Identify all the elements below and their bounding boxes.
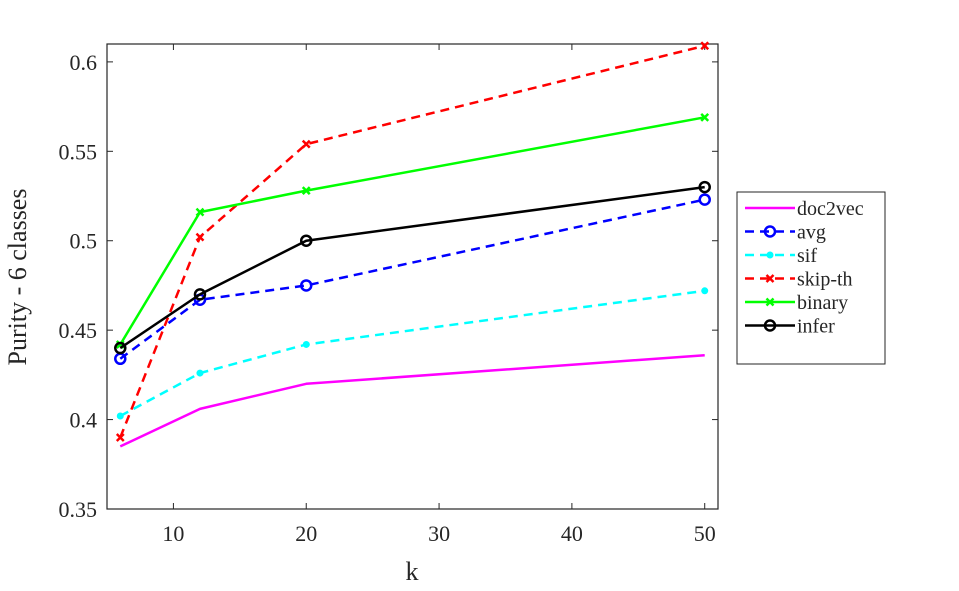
series-line-avg [119,198,705,360]
point-skip-th-0-stroke-b [115,433,125,442]
legend-label-skip-th: skip-th [797,269,853,291]
point-avg-3 [698,193,711,206]
series-binary [115,112,710,349]
point-binary-0-stroke-b [115,340,125,349]
point-skip-th-3 [700,41,710,51]
series-line-binary [119,116,705,346]
legend-marker-skip-th [765,274,775,283]
legend-item-doc2vec: doc2vec [745,198,864,220]
point-sif-1 [196,369,204,377]
point-binary-1-stroke-b [195,207,205,217]
point-infer-3 [698,180,711,194]
plot-area: 10 20 30 40 50 0.35 0.4 0.45 0.5 0.55 0.6 [59,41,719,546]
point-binary-2 [301,186,311,196]
legend-label-sif: sif [797,245,817,267]
x-tick-label: 40 [561,521,583,546]
x-tick-label: 20 [295,521,317,546]
point-skip-th-1 [195,232,205,242]
point-infer-1 [193,288,207,301]
point-avg-2 [299,279,313,292]
legend-label-binary: binary [797,292,848,314]
y-tick-label: 0.35 [59,497,98,522]
series-line-doc2vec [119,353,705,448]
x-axis-label: k [406,557,419,586]
legend-marker-skip-th-stroke-b [765,274,775,283]
x-tick-label: 50 [694,521,716,546]
y-tick-label: 0.4 [70,408,98,433]
legend-item-avg: avg [745,222,826,244]
axes-box [106,43,719,510]
legend-item-sif: sif [745,245,817,267]
series-skip-th [115,41,710,442]
legend-marker-binary [765,297,775,307]
x-tick-label: 30 [428,521,450,546]
point-sif-2 [302,340,310,348]
point-binary-2-stroke-b [301,186,311,196]
series-line-infer [119,185,705,350]
legend-item-skip-th: skip-th [745,269,853,291]
point-sif-3 [701,287,709,295]
point-skip-th-2 [301,139,311,149]
legend-item-binary: binary [745,292,848,314]
legend-label-infer: infer [797,316,835,338]
point-infer-2 [299,234,313,247]
legend-marker-sif [766,251,774,259]
point-binary-3-stroke-b [700,112,710,122]
point-sif-0 [116,412,124,420]
point-skip-th-2-stroke-b [301,139,311,149]
y-tick-label: 0.5 [70,229,98,254]
legend-marker-binary-stroke-b [765,297,775,307]
y-tick-label: 0.45 [59,318,98,343]
point-skip-th-0 [115,433,125,442]
series-line-skip-th [119,44,706,438]
point-skip-th-1-stroke-b [195,232,205,242]
legend-marker-avg [763,225,777,238]
x-tick-label: 10 [162,521,184,546]
y-tick-label: 0.6 [70,50,98,75]
point-skip-th-3-stroke-b [700,41,710,51]
legend-marker-infer [763,319,777,332]
point-binary-3 [700,112,710,122]
series-line-sif [119,289,705,418]
legend-item-infer: infer [745,316,835,338]
point-infer-0 [114,341,127,355]
point-binary-1 [195,207,205,217]
y-tick-label: 0.55 [59,139,98,164]
series-doc2vec [119,353,705,448]
y-axis-label: Purity - 6 classes [3,189,32,366]
series-sif [116,287,709,420]
legend-label-avg: avg [797,222,826,244]
series-infer [114,180,711,355]
legend-label-doc2vec: doc2vec [797,198,864,220]
